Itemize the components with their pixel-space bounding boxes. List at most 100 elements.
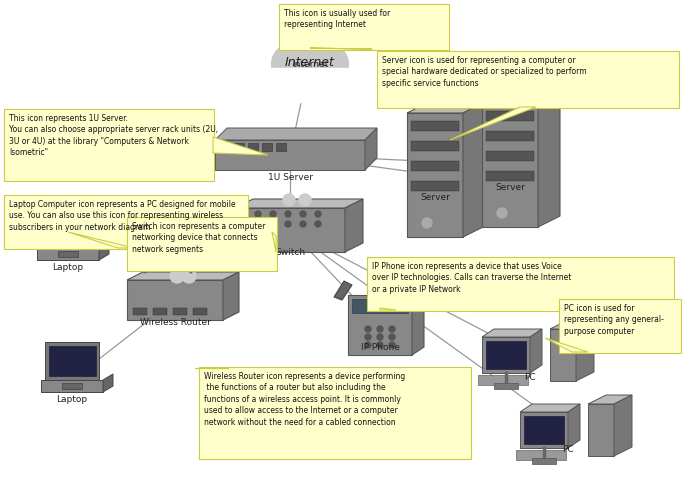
Text: Internet: Internet — [285, 56, 335, 68]
Polygon shape — [520, 412, 568, 448]
Polygon shape — [545, 338, 588, 352]
Polygon shape — [412, 287, 424, 355]
Polygon shape — [450, 107, 536, 140]
Text: Laptop: Laptop — [56, 395, 88, 404]
Circle shape — [299, 194, 311, 206]
Polygon shape — [127, 280, 223, 320]
Polygon shape — [41, 210, 95, 248]
Bar — [62, 383, 82, 389]
Circle shape — [255, 211, 261, 217]
Polygon shape — [45, 342, 99, 380]
Bar — [49, 346, 96, 376]
Polygon shape — [520, 404, 580, 412]
Circle shape — [300, 221, 306, 227]
Polygon shape — [365, 128, 377, 170]
Bar — [524, 416, 564, 444]
Polygon shape — [37, 248, 99, 260]
Circle shape — [285, 211, 291, 217]
Text: IP Phone: IP Phone — [360, 343, 400, 352]
Circle shape — [377, 342, 383, 348]
Circle shape — [497, 208, 507, 218]
Polygon shape — [576, 320, 594, 381]
Polygon shape — [550, 329, 576, 381]
Text: Server icon is used for representing a computer or
special hardware dedicated or: Server icon is used for representing a c… — [382, 56, 586, 88]
Bar — [271, 68, 349, 102]
Bar — [352, 299, 408, 313]
Bar — [516, 450, 566, 460]
Bar — [234, 143, 244, 151]
Circle shape — [270, 221, 276, 227]
Text: Laptop: Laptop — [52, 263, 83, 272]
Polygon shape — [482, 92, 560, 103]
Circle shape — [240, 221, 246, 227]
Circle shape — [377, 326, 383, 332]
Text: Laptop Computer icon represents a PC designed for mobile
use. You can also use t: Laptop Computer icon represents a PC des… — [9, 200, 236, 232]
Circle shape — [365, 342, 371, 348]
Circle shape — [285, 221, 291, 227]
Text: PC icon is used for
representing any general-
purpose computer: PC icon is used for representing any gen… — [564, 304, 664, 336]
Circle shape — [271, 44, 312, 84]
Text: Server: Server — [495, 183, 525, 192]
Text: Wireless Router: Wireless Router — [140, 318, 210, 327]
Polygon shape — [568, 404, 580, 448]
Polygon shape — [588, 395, 632, 404]
Bar — [486, 111, 534, 121]
Circle shape — [182, 269, 196, 283]
Polygon shape — [235, 208, 345, 252]
Bar — [411, 121, 459, 131]
Polygon shape — [345, 199, 363, 252]
Polygon shape — [380, 308, 396, 310]
Text: PC: PC — [524, 373, 536, 382]
Polygon shape — [215, 128, 377, 140]
Bar — [276, 143, 286, 151]
Bar — [133, 308, 147, 315]
Text: This icon represents 1U Server.
You can also choose appropriate server rack unit: This icon represents 1U Server. You can … — [9, 114, 218, 157]
Circle shape — [308, 44, 349, 84]
Bar — [411, 161, 459, 171]
Polygon shape — [68, 232, 134, 248]
Polygon shape — [223, 272, 239, 320]
Polygon shape — [614, 395, 632, 456]
Bar — [248, 143, 258, 151]
Polygon shape — [103, 374, 113, 392]
Bar — [58, 251, 78, 257]
Circle shape — [315, 211, 321, 217]
Bar — [153, 308, 167, 315]
Polygon shape — [407, 102, 485, 113]
Polygon shape — [213, 137, 268, 155]
Circle shape — [389, 334, 395, 340]
Circle shape — [283, 194, 295, 206]
Bar — [486, 171, 534, 181]
Bar — [45, 214, 92, 244]
Circle shape — [302, 28, 334, 61]
Polygon shape — [482, 337, 530, 373]
Bar — [486, 131, 534, 141]
Circle shape — [170, 269, 184, 283]
FancyBboxPatch shape — [199, 367, 471, 459]
FancyBboxPatch shape — [4, 195, 248, 249]
Polygon shape — [334, 281, 352, 300]
Polygon shape — [41, 380, 103, 392]
Polygon shape — [215, 140, 365, 170]
Circle shape — [300, 211, 306, 217]
Bar — [220, 143, 230, 151]
Circle shape — [389, 342, 395, 348]
Polygon shape — [235, 199, 363, 208]
Text: Switch icon represents a computer
networking device that connects
network segmen: Switch icon represents a computer networ… — [132, 222, 265, 254]
Bar — [262, 143, 272, 151]
FancyBboxPatch shape — [127, 217, 277, 271]
Polygon shape — [99, 242, 109, 260]
Circle shape — [315, 221, 321, 227]
Text: IP Phone icon represents a device that uses Voice
over IP technologies. Calls ca: IP Phone icon represents a device that u… — [372, 262, 571, 294]
Text: 1U Server: 1U Server — [267, 173, 313, 182]
Bar — [411, 181, 459, 191]
FancyBboxPatch shape — [559, 299, 681, 353]
Polygon shape — [588, 404, 614, 456]
Bar — [411, 141, 459, 151]
Polygon shape — [407, 113, 463, 237]
Circle shape — [389, 326, 395, 332]
Polygon shape — [482, 103, 538, 227]
Circle shape — [240, 211, 246, 217]
Polygon shape — [482, 329, 542, 337]
Text: Wireless Router icon represents a device performing
 the functions of a router b: Wireless Router icon represents a device… — [204, 372, 405, 427]
